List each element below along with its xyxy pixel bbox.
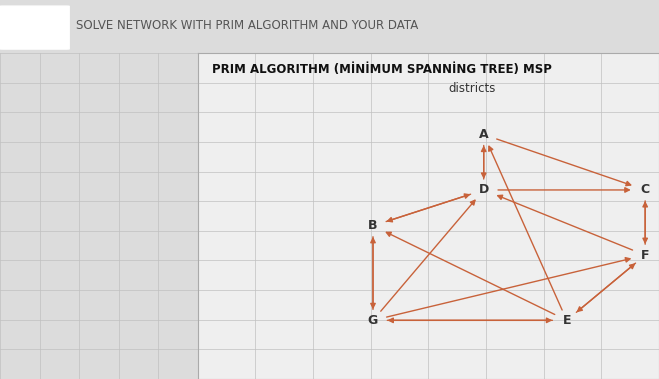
Text: C: C [641, 183, 650, 196]
Text: PRIM ALGORITHM (MİNİMUM SPANNİNG TREE) MSP: PRIM ALGORITHM (MİNİMUM SPANNİNG TREE) M… [212, 63, 552, 76]
Text: G: G [368, 314, 378, 327]
Text: F: F [641, 249, 649, 262]
FancyBboxPatch shape [0, 6, 69, 49]
Text: E: E [563, 314, 571, 327]
Text: districts: districts [449, 82, 496, 96]
Text: SOLVE NETWORK WITH PRIM ALGORITHM AND YOUR DATA: SOLVE NETWORK WITH PRIM ALGORITHM AND YO… [76, 19, 418, 32]
Text: A: A [479, 128, 488, 141]
Text: B: B [368, 219, 378, 232]
Text: D: D [478, 183, 489, 196]
